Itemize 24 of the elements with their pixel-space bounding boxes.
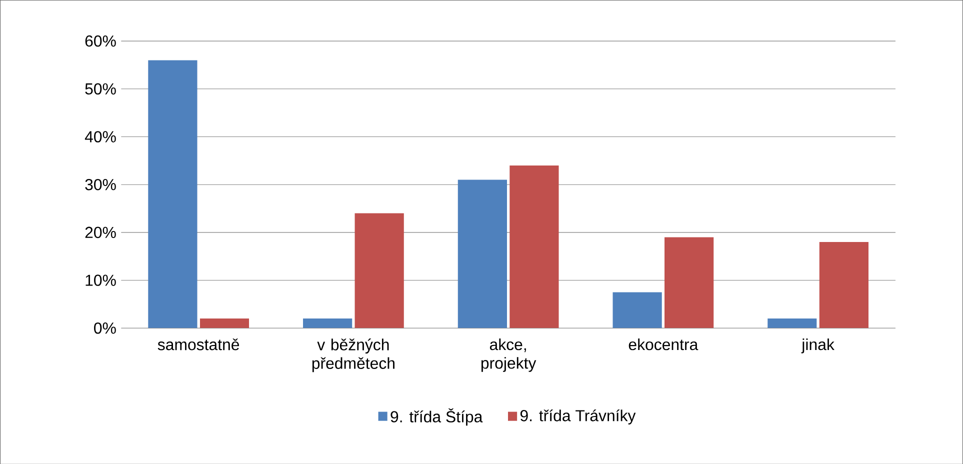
y-tick-label: 60% [85, 35, 116, 46]
bar [612, 292, 662, 328]
bar [510, 165, 559, 328]
x-tick-label: jinak [801, 338, 834, 354]
bar [768, 318, 817, 328]
y-tick-label: 20% [85, 226, 116, 238]
y-tick-label: 40% [84, 130, 116, 142]
y-tick-label: 30% [85, 178, 116, 190]
y-tick-label: 0% [94, 322, 116, 334]
bar [148, 60, 198, 328]
y-tick-label: 10% [86, 274, 116, 286]
bar [303, 318, 352, 328]
bar [664, 237, 714, 328]
legend-label: 9. třída Trávníky [520, 409, 636, 424]
bar [200, 318, 250, 328]
x-tick-label: ekocentra [628, 338, 698, 350]
legend-label: 9. třída Štípa [390, 408, 483, 426]
x-tick-label: v běžných předmětech [312, 338, 394, 372]
y-tick-label: 50% [85, 83, 116, 94]
bar [819, 242, 868, 328]
bar [458, 180, 507, 328]
x-tick-label: akce, projekty [481, 338, 536, 372]
x-tick-label: samostatně [158, 338, 240, 350]
bar [354, 213, 404, 328]
